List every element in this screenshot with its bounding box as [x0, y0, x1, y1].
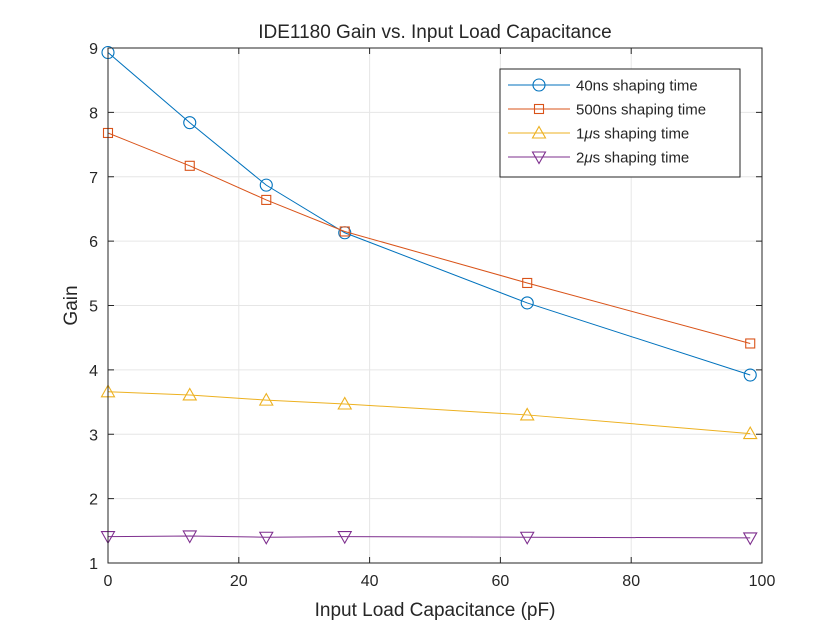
y-tick-label: 5 — [89, 299, 98, 316]
y-tick-label: 6 — [89, 234, 98, 251]
legend-label-mu: μ — [583, 126, 592, 143]
data-point — [743, 368, 757, 382]
series-layer — [100, 45, 758, 546]
legend-label: 2μs shaping time — [576, 150, 689, 167]
x-tick-label: 100 — [749, 573, 776, 590]
data-point — [520, 296, 534, 310]
legend-marker — [531, 125, 547, 139]
tick-layer: 0 20 40 60 80 100 1 2 3 4 5 6 7 8 9 — [89, 41, 775, 590]
legend-box — [499, 68, 741, 178]
legend-label-prefix: 500ns — [576, 102, 617, 119]
y-tick-label: 7 — [89, 170, 98, 187]
legend-item: 2μs shaping time — [508, 150, 689, 167]
legend-item: 1μs shaping time — [508, 125, 689, 143]
x-tick-label: 40 — [361, 573, 379, 590]
data-point — [337, 396, 353, 410]
legend-label: 40ns shaping time — [576, 78, 698, 95]
data-point — [259, 178, 273, 192]
legend-label-prefix: 1 — [576, 126, 584, 143]
legend-item: 40ns shaping time — [508, 78, 698, 95]
legend-marker — [532, 78, 546, 92]
data-point — [258, 392, 274, 406]
x-axis-label: Input Load Capacitance (pF) — [315, 600, 556, 621]
x-tick-label: 60 — [492, 573, 510, 590]
data-point — [183, 116, 197, 130]
x-tick-label: 80 — [622, 573, 640, 590]
series-3 — [100, 384, 758, 440]
y-tick-label: 1 — [89, 556, 98, 573]
series-line — [107, 391, 751, 435]
data-point — [519, 407, 535, 421]
legend-label-prefix: 2 — [576, 150, 584, 167]
data-point — [339, 226, 350, 237]
data-point — [337, 531, 353, 545]
data-point — [745, 338, 756, 349]
legend-label-suffix: s shaping time — [593, 150, 690, 167]
data-point — [519, 531, 535, 545]
series-line — [107, 132, 751, 344]
x-tick-label: 0 — [104, 573, 113, 590]
series-line — [107, 535, 751, 539]
legend-label: 1μs shaping time — [576, 126, 689, 143]
data-point — [184, 160, 195, 171]
legend-label-suffix: shaping time — [609, 78, 698, 95]
legend-label: 500ns shaping time — [576, 102, 706, 119]
y-tick-label: 9 — [89, 41, 98, 58]
legend-label-mu: μ — [583, 150, 592, 167]
legend-label-suffix: shaping time — [617, 102, 706, 119]
data-point — [522, 277, 533, 289]
y-tick-label: 8 — [89, 105, 98, 122]
y-axis-label: Gain — [61, 285, 82, 325]
y-tick-label: 2 — [89, 492, 98, 509]
legend-item: 500ns shaping time — [508, 102, 706, 119]
legend-marker — [531, 151, 547, 165]
y-tick-label: 3 — [89, 427, 98, 444]
legend-label-suffix: s shaping time — [593, 126, 690, 143]
data-point — [261, 194, 272, 205]
x-tick-label: 20 — [230, 573, 248, 590]
data-point — [742, 532, 758, 546]
y-tick-label: 4 — [89, 363, 98, 380]
data-point — [182, 387, 198, 401]
chart-title: IDE1180 Gain vs. Input Load Capacitance — [258, 22, 612, 43]
data-point — [182, 530, 198, 544]
data-point — [742, 425, 758, 440]
legend-label-prefix: 40ns — [576, 78, 609, 95]
data-point — [258, 531, 274, 545]
series-line — [107, 52, 751, 376]
legend-marker — [533, 103, 545, 115]
